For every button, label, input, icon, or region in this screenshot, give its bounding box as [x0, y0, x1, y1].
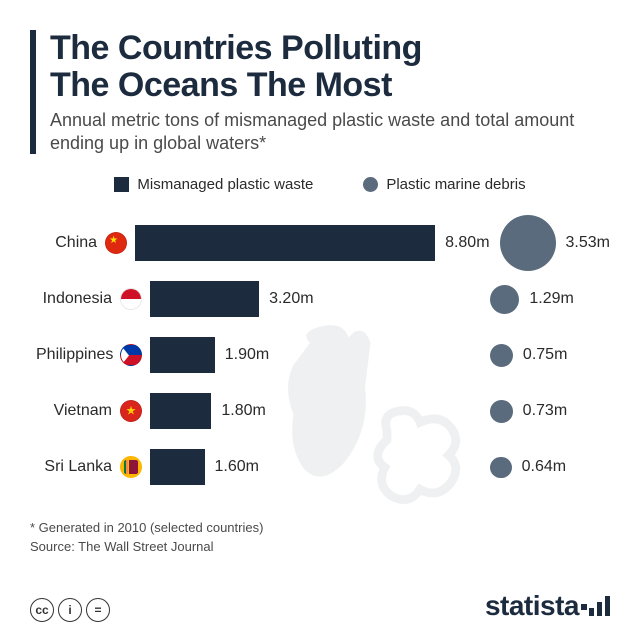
- flag-icon: [120, 456, 142, 478]
- bubble-col: 0.75m: [480, 344, 610, 367]
- bar: [135, 225, 435, 261]
- bubble: [490, 285, 519, 314]
- chart-area: China 8.80m 3.53m Indonesia 3.20m 1.29m Philip…: [36, 215, 610, 495]
- title-line-1: The Countries Polluting: [50, 29, 422, 67]
- cc-license-icons: cc i =: [30, 598, 110, 622]
- chart-row: Indonesia 3.20m 1.29m: [36, 271, 610, 327]
- footnote-line-2: Source: The Wall Street Journal: [30, 538, 610, 556]
- footnote-line-1: * Generated in 2010 (selected countries): [30, 519, 610, 537]
- legend-item-circle: Plastic marine debris: [363, 176, 525, 193]
- bar-track: 3.20m: [150, 281, 480, 317]
- bubble-value: 0.64m: [522, 458, 566, 476]
- country-label: Philippines: [36, 346, 120, 364]
- infographic-container: The Countries Polluting The Oceans The M…: [0, 0, 640, 640]
- country-label: Vietnam: [36, 402, 120, 420]
- bar: [150, 449, 205, 485]
- title-line-2: The Oceans The Most: [50, 66, 392, 104]
- legend-label-1: Mismanaged plastic waste: [137, 176, 313, 193]
- footer: cc i = statista: [30, 590, 610, 622]
- bar-track: 8.80m: [135, 225, 489, 261]
- bubble: [490, 400, 513, 423]
- brand-bars-icon: [589, 596, 610, 616]
- chart-row: Philippines 1.90m 0.75m: [36, 327, 610, 383]
- cc-by-icon: i: [58, 598, 82, 622]
- flag-icon: [105, 232, 127, 254]
- bubble: [490, 457, 512, 479]
- title-block: The Countries Polluting The Oceans The M…: [30, 30, 610, 154]
- bar-track: 1.90m: [150, 337, 480, 373]
- bubble-value: 0.75m: [523, 346, 567, 364]
- brand-logo: statista: [485, 590, 610, 622]
- title-text: The Countries Polluting The Oceans The M…: [50, 30, 610, 154]
- bar: [150, 337, 215, 373]
- country-label: China: [36, 234, 105, 252]
- cc-icon: cc: [30, 598, 54, 622]
- bubble-value: 1.29m: [529, 290, 573, 308]
- bubble-col: 0.73m: [480, 400, 610, 423]
- legend-circle-icon: [363, 177, 378, 192]
- bar: [150, 281, 259, 317]
- bubble: [490, 344, 513, 367]
- bar-track: 1.80m: [150, 393, 480, 429]
- brand-text: statista: [485, 590, 579, 622]
- bar-value: 1.60m: [215, 458, 259, 476]
- cc-nd-icon: =: [86, 598, 110, 622]
- legend-label-2: Plastic marine debris: [386, 176, 525, 193]
- page-title: The Countries Polluting The Oceans The M…: [50, 30, 610, 103]
- country-label: Sri Lanka: [36, 458, 120, 476]
- flag-icon: [120, 344, 142, 366]
- brand-dot-icon: [581, 604, 587, 610]
- legend-item-bar: Mismanaged plastic waste: [114, 176, 313, 193]
- bar-value: 1.80m: [221, 402, 265, 420]
- bar-value: 3.20m: [269, 290, 313, 308]
- bubble-col: 0.64m: [480, 457, 610, 479]
- bubble-col: 1.29m: [480, 285, 610, 314]
- subtitle: Annual metric tons of mismanaged plastic…: [50, 109, 610, 154]
- flag-icon: [120, 400, 142, 422]
- bubble-value: 0.73m: [523, 402, 567, 420]
- bar: [150, 393, 211, 429]
- chart-row: Sri Lanka 1.60m 0.64m: [36, 439, 610, 495]
- country-label: Indonesia: [36, 290, 120, 308]
- chart-row: China 8.80m 3.53m: [36, 215, 610, 271]
- bar-value: 8.80m: [445, 234, 489, 252]
- bar-value: 1.90m: [225, 346, 269, 364]
- bubble-value: 3.53m: [566, 234, 610, 252]
- bubble-col: 3.53m: [490, 215, 610, 271]
- chart-row: Vietnam 1.80m 0.73m: [36, 383, 610, 439]
- legend-square-icon: [114, 177, 129, 192]
- legend: Mismanaged plastic waste Plastic marine …: [30, 176, 610, 193]
- flag-icon: [120, 288, 142, 310]
- bar-track: 1.60m: [150, 449, 480, 485]
- bubble: [500, 215, 556, 271]
- footnote: * Generated in 2010 (selected countries)…: [30, 519, 610, 555]
- title-accent-bar: [30, 30, 36, 154]
